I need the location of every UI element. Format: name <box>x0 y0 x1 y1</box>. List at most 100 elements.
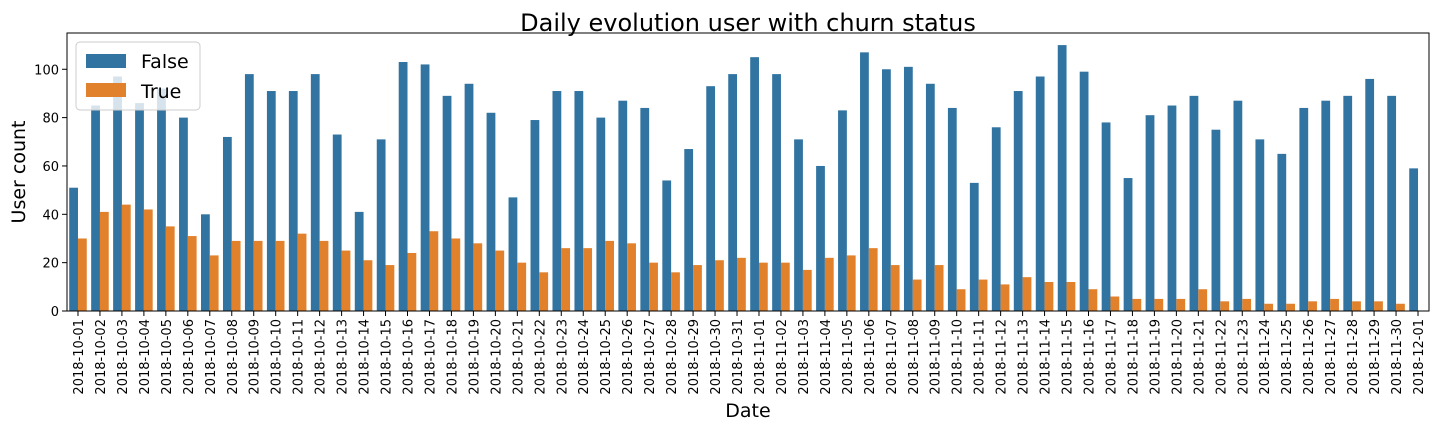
bar-true-2018-11-26 <box>1308 301 1317 311</box>
legend-label-true: True <box>140 81 181 103</box>
bar-true-2018-10-02 <box>99 211 109 311</box>
bar-true-2018-10-31 <box>737 257 746 311</box>
x-tick-label-2018-10-03: 2018-10-03 <box>116 319 131 395</box>
bar-false-2018-11-13 <box>1013 91 1023 312</box>
x-tick-label-2018-10-24: 2018-10-24 <box>577 319 592 395</box>
x-tick-label-2018-10-15: 2018-10-15 <box>380 319 395 395</box>
bar-false-2018-11-08 <box>903 66 913 311</box>
bar-false-2018-10-17 <box>420 64 430 312</box>
bar-true-2018-11-07 <box>890 265 900 311</box>
bar-true-2018-11-02 <box>780 262 790 311</box>
bar-false-2018-11-18 <box>1123 178 1133 311</box>
x-tick-label-2018-11-16: 2018-11-16 <box>1083 319 1098 395</box>
bar-true-2018-11-19 <box>1154 298 1164 311</box>
x-tick-label-2018-11-07: 2018-11-07 <box>885 319 900 395</box>
bar-false-2018-10-18 <box>442 95 452 311</box>
y-tick-label: 80 <box>42 112 59 127</box>
bar-true-2018-11-21 <box>1198 289 1208 311</box>
bar-true-2018-11-16 <box>1088 289 1098 311</box>
y-tick-label: 60 <box>42 160 59 175</box>
x-tick-label-2018-11-18: 2018-11-18 <box>1126 319 1141 395</box>
x-tick-label-2018-11-12: 2018-11-12 <box>995 319 1010 395</box>
bar-false-2018-11-28 <box>1343 95 1353 311</box>
bar-true-2018-11-22 <box>1220 301 1230 311</box>
bar-false-2018-10-04 <box>135 103 144 311</box>
bar-true-2018-10-04 <box>143 209 153 311</box>
bar-false-2018-10-05 <box>157 88 166 311</box>
bar-false-2018-11-09 <box>925 83 935 312</box>
bar-false-2018-11-14 <box>1035 76 1045 311</box>
x-tick-label-2018-11-06: 2018-11-06 <box>863 319 878 395</box>
bar-true-2018-10-15 <box>385 265 395 311</box>
bar-false-2018-11-02 <box>772 74 781 311</box>
bar-true-2018-10-12 <box>319 240 329 311</box>
bar-true-2018-11-09 <box>934 265 944 311</box>
bar-false-2018-11-26 <box>1299 107 1309 311</box>
bar-false-2018-10-27 <box>640 107 650 311</box>
legend-swatch-false <box>86 54 126 68</box>
bar-false-2018-10-20 <box>486 112 496 312</box>
bar-false-2018-12-01 <box>1409 168 1419 311</box>
y-tick-label: 100 <box>34 63 59 78</box>
bar-false-2018-10-15 <box>376 139 386 311</box>
bar-true-2018-11-11 <box>978 279 988 311</box>
bar-false-2018-11-16 <box>1079 71 1089 312</box>
x-tick-label-2018-11-21: 2018-11-21 <box>1192 319 1207 395</box>
x-tick-label-2018-10-18: 2018-10-18 <box>445 319 460 395</box>
bar-false-2018-10-25 <box>596 117 606 311</box>
bar-true-2018-11-20 <box>1176 298 1186 311</box>
x-tick-label-2018-10-30: 2018-10-30 <box>709 319 724 395</box>
bar-true-2018-10-07 <box>209 255 219 311</box>
plot-frame <box>66 32 1430 312</box>
bar-false-2018-11-25 <box>1277 153 1287 311</box>
x-tick-label-2018-11-29: 2018-11-29 <box>1368 319 1383 395</box>
bar-true-2018-10-26 <box>627 243 636 311</box>
bar-false-2018-10-10 <box>266 91 276 312</box>
bar-true-2018-10-11 <box>297 233 307 311</box>
bar-true-2018-10-25 <box>605 240 614 311</box>
bar-false-2018-10-14 <box>354 211 364 311</box>
bar-false-2018-11-01 <box>750 57 759 311</box>
x-tick-label-2018-11-22: 2018-11-22 <box>1214 319 1229 395</box>
x-tick-label-2018-11-05: 2018-11-05 <box>841 319 856 395</box>
x-tick-label-2018-11-26: 2018-11-26 <box>1302 319 1317 395</box>
bar-true-2018-11-25 <box>1286 303 1295 311</box>
bar-false-2018-10-07 <box>201 214 210 311</box>
bar-false-2018-11-07 <box>882 69 891 311</box>
x-tick-label-2018-10-11: 2018-10-11 <box>292 319 307 395</box>
x-tick-label-2018-10-01: 2018-10-01 <box>72 319 87 395</box>
bar-true-2018-10-01 <box>77 238 87 311</box>
bar-true-2018-11-15 <box>1066 281 1076 311</box>
x-tick-label-2018-10-27: 2018-10-27 <box>643 319 658 395</box>
bar-true-2018-11-06 <box>868 248 878 311</box>
x-tick-label-2018-10-07: 2018-10-07 <box>204 319 219 395</box>
x-tick-label-2018-10-17: 2018-10-17 <box>423 319 438 395</box>
x-tick-label-2018-10-21: 2018-10-21 <box>511 319 526 395</box>
bar-false-2018-11-03 <box>794 139 803 311</box>
bar-true-2018-10-06 <box>187 236 197 311</box>
x-tick-label-2018-10-10: 2018-10-10 <box>270 319 285 395</box>
x-tick-label-2018-10-09: 2018-10-09 <box>248 319 263 395</box>
x-tick-label-2018-11-24: 2018-11-24 <box>1258 319 1273 395</box>
bar-true-2018-11-10 <box>956 289 966 311</box>
bar-true-2018-10-29 <box>693 265 702 311</box>
x-tick-label-2018-11-01: 2018-11-01 <box>753 319 768 395</box>
bar-true-2018-11-13 <box>1022 277 1032 311</box>
x-tick-label-2018-11-20: 2018-11-20 <box>1170 319 1185 395</box>
x-tick-label-2018-11-19: 2018-11-19 <box>1148 319 1163 395</box>
bar-true-2018-10-14 <box>363 260 373 311</box>
bar-false-2018-10-08 <box>222 136 232 311</box>
x-tick-label-2018-11-17: 2018-11-17 <box>1104 319 1119 395</box>
bar-false-2018-11-21 <box>1189 95 1199 311</box>
x-tick-label-2018-10-26: 2018-10-26 <box>621 319 636 395</box>
bar-false-2018-10-02 <box>91 105 100 312</box>
bar-false-2018-10-30 <box>706 86 716 312</box>
bar-true-2018-10-09 <box>253 240 263 311</box>
bar-true-2018-10-24 <box>583 248 593 311</box>
bar-false-2018-10-23 <box>552 91 562 312</box>
x-tick-label-2018-10-19: 2018-10-19 <box>467 319 482 395</box>
y-axis-label: User count <box>8 121 30 224</box>
bar-false-2018-10-11 <box>288 91 298 312</box>
bar-true-2018-10-18 <box>451 238 461 311</box>
